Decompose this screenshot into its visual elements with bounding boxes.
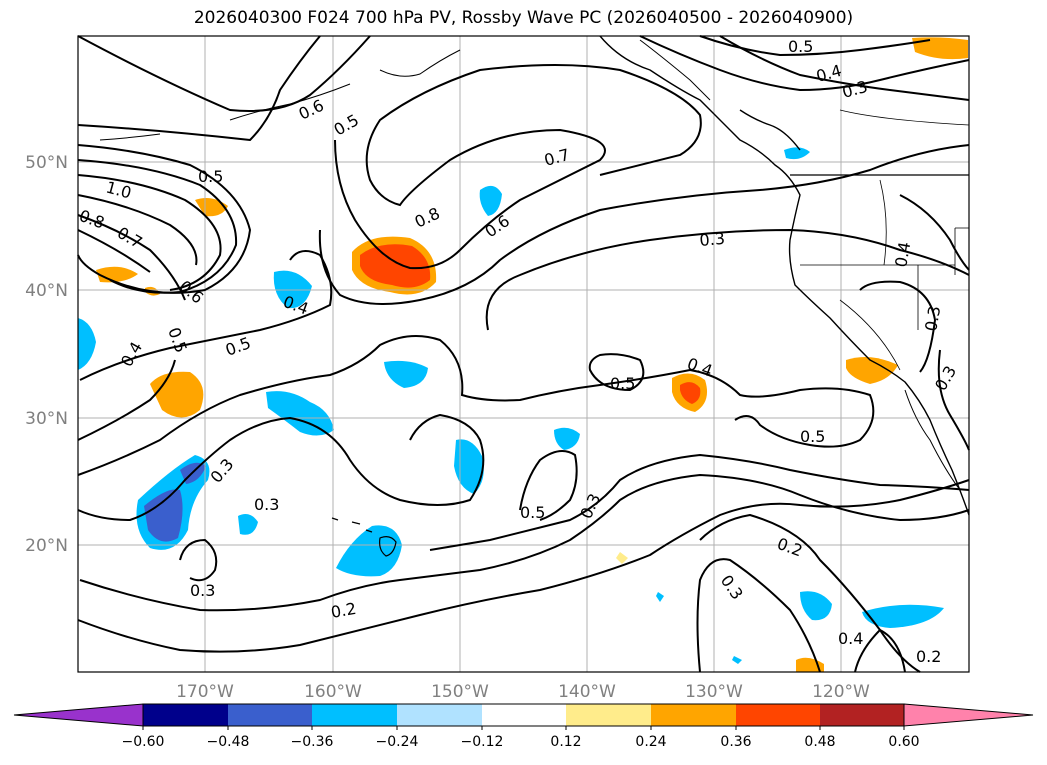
lon-label: 140°W (558, 682, 616, 702)
lon-label: 120°W (812, 682, 870, 702)
contour-label: 0.5 (520, 503, 545, 522)
colorbar-segment (651, 704, 736, 726)
colorbar-tick-label: 0.24 (635, 734, 666, 750)
lat-label: 30°N (25, 409, 68, 429)
lon-label: 130°W (685, 682, 743, 702)
contour-label: 0.3 (190, 581, 215, 600)
contour-label: 0.4 (838, 629, 863, 648)
colorbar-tick-label: 0.36 (720, 734, 751, 750)
pv-contours (77, 35, 970, 673)
colorbar-tick-label: −0.48 (207, 734, 250, 750)
colorbar-segment (566, 704, 651, 726)
lat-label: 40°N (25, 281, 68, 301)
colorbar-tick-label: 0.48 (804, 734, 835, 750)
colorbar-tick-label: 0.12 (550, 734, 581, 750)
colorbar-segment (820, 704, 904, 726)
lon-label: 170°W (176, 682, 234, 702)
lat-label: 20°N (25, 536, 68, 556)
contour-label: 0.3 (921, 304, 944, 332)
latitude-labels: 50°N 40°N 30°N 20°N (25, 153, 68, 556)
colorbar-tick-label: −0.24 (376, 734, 419, 750)
map-title: 2026040300 F024 700 hPa PV, Rossby Wave … (193, 8, 854, 28)
colorbar-segment (397, 704, 482, 726)
contour-label: 0.2 (916, 647, 941, 666)
colorbar-segment (736, 704, 820, 726)
hawaii-islands (331, 517, 397, 557)
negative-anomaly-shading (78, 147, 944, 664)
colorbar-segment (228, 704, 312, 726)
graticule (78, 36, 969, 672)
colorbar-tick-label: −0.12 (461, 734, 504, 750)
contour-label: 0.4 (891, 240, 914, 268)
colorbar-tick-label: 0.60 (888, 734, 919, 750)
coastlines (99, 35, 970, 516)
lon-label: 160°W (304, 682, 362, 702)
contour-label: 0.5 (198, 167, 223, 186)
longitude-labels: 170°W 160°W 150°W 140°W 130°W 120°W (176, 682, 870, 702)
colorbar: −0.60 −0.48 −0.36 −0.24 −0.12 0.12 0.24 0.36 0.4… (13, 703, 1034, 750)
colorbar-segment (143, 704, 228, 726)
contour-label: 0.5 (610, 374, 635, 393)
contour-label: 0.3 (699, 229, 726, 250)
contour-label: 0.5 (788, 37, 813, 56)
colorbar-segment (482, 704, 566, 726)
colorbar-segment (312, 704, 397, 726)
lon-label: 150°W (431, 682, 489, 702)
colorbar-tick-label: −0.36 (291, 734, 334, 750)
contour-label: 0.5 (800, 427, 825, 446)
plot-area: 1.0 0.8 0.8 0.7 0.7 0.6 0.6 0.6 0.5 0.5 … (77, 35, 970, 673)
colorbar-tick-label: −0.60 (122, 734, 165, 750)
colorbar-outline (142, 703, 905, 727)
lat-label: 50°N (25, 153, 68, 173)
contour-label: 0.2 (329, 599, 357, 622)
colorbar-extend-high (903, 703, 1034, 727)
contour-label: 0.3 (254, 495, 279, 514)
colorbar-extend-low (13, 703, 144, 727)
